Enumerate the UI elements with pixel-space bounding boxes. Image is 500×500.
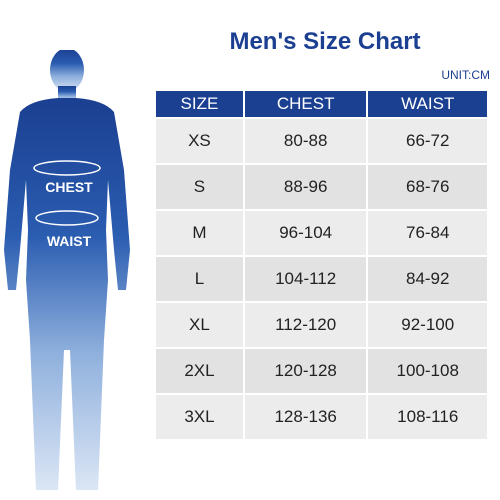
header-size: SIZE [156,91,244,118]
size-table: SIZE CHEST WAIST XS 80-88 66-72 S 88-96 … [156,91,487,439]
chest-cell: 120-128 [242,347,368,394]
table-row: 2XL 120-128 100-108 [156,347,487,394]
chart-title: Men's Size Chart [229,28,421,55]
waist-measure-line [35,210,99,226]
header-waist: WAIST [366,91,487,118]
chest-cell: 112-120 [242,301,368,348]
header-chest: CHEST [242,91,368,118]
waist-cell: 66-72 [366,117,487,164]
waist-label: WAIST [47,233,92,249]
table-row: L 104-112 84-92 [156,255,487,302]
chest-cell: 128-136 [242,393,368,439]
size-cell: XL [156,301,244,348]
size-cell: M [156,209,244,256]
waist-cell: 76-84 [366,209,487,256]
table-row: XL 112-120 92-100 [156,301,487,348]
table-header-row: SIZE CHEST WAIST [156,91,487,118]
waist-cell: 84-92 [366,255,487,302]
unit-label: UNIT:CM [441,68,490,82]
size-cell: S [156,163,244,210]
waist-cell: 108-116 [366,393,487,439]
table-row: S 88-96 68-76 [156,163,487,210]
chest-measure-line [33,160,101,176]
size-cell: 2XL [156,347,244,394]
waist-cell: 68-76 [366,163,487,210]
size-cell: XS [156,117,244,164]
size-cell: L [156,255,244,302]
table-row: M 96-104 76-84 [156,209,487,256]
chest-cell: 96-104 [242,209,368,256]
table-row: XS 80-88 66-72 [156,117,487,164]
waist-cell: 100-108 [366,347,487,394]
chest-cell: 88-96 [242,163,368,210]
size-cell: 3XL [156,393,244,439]
table-row: 3XL 128-136 108-116 [156,393,487,439]
waist-cell: 92-100 [366,301,487,348]
chest-cell: 80-88 [242,117,368,164]
silhouette-shape [4,50,130,490]
chest-label: CHEST [45,179,93,195]
body-silhouette-figure: CHEST WAIST [4,50,130,490]
chest-cell: 104-112 [242,255,368,302]
